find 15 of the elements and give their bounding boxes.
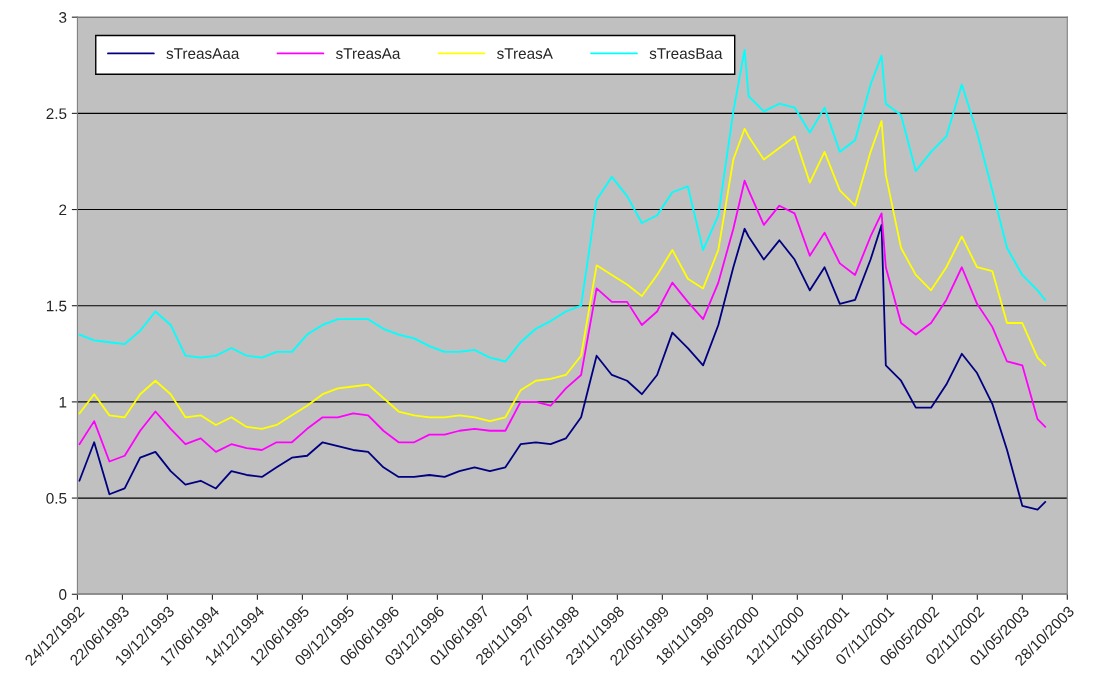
- y-tick-label: 2.5: [46, 108, 67, 120]
- y-tick-label: 3: [59, 12, 67, 23]
- line-series: [78, 224, 1047, 511]
- y-tick-label: 0: [59, 589, 67, 600]
- legend-label: sTreasBaa: [649, 48, 723, 59]
- line-series: [78, 120, 1047, 430]
- legend-label: sTreasA: [497, 48, 553, 59]
- line-series: [78, 179, 1047, 463]
- y-tick-label: 1.5: [46, 300, 67, 312]
- line-series: [78, 48, 1047, 363]
- y-tick-label: 0.5: [46, 492, 67, 504]
- legend-label: sTreasAaa: [166, 48, 240, 59]
- y-tick-label: 2: [59, 204, 67, 216]
- y-tick-label: 1: [59, 396, 67, 408]
- legend-label: sTreasAa: [336, 48, 401, 59]
